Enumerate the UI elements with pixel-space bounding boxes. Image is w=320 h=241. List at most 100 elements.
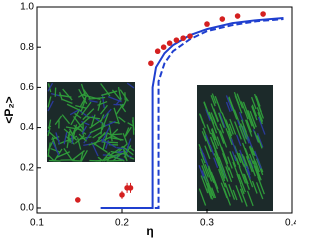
rod xyxy=(89,100,98,103)
rod xyxy=(245,156,253,173)
x-tick-label: 0.1 xyxy=(30,218,44,229)
chart: η <P₂> 0.1 0.2 0.3 0.4 0.0 0.2 0.4 0.6 0.8 1.0 xyxy=(2,2,296,239)
x-tick-label: 0.3 xyxy=(200,218,214,229)
rod xyxy=(63,128,78,141)
rod xyxy=(219,130,228,148)
rod xyxy=(238,173,247,193)
rod xyxy=(229,151,237,167)
rod xyxy=(124,127,130,138)
y-tick-label: 0.4 xyxy=(20,122,34,133)
rod xyxy=(246,119,252,133)
rod xyxy=(47,96,52,108)
rod xyxy=(81,120,90,126)
rod xyxy=(238,165,247,184)
rod xyxy=(205,134,211,145)
rod xyxy=(234,154,239,165)
y-axis-label: <P₂> xyxy=(2,96,16,123)
rod xyxy=(216,136,224,153)
rod xyxy=(253,131,260,143)
data-point xyxy=(180,35,186,41)
data-point xyxy=(160,44,167,50)
rod xyxy=(247,110,256,130)
rod xyxy=(101,126,110,143)
rod xyxy=(112,152,123,162)
rod xyxy=(111,89,121,100)
rod xyxy=(249,110,257,128)
rod xyxy=(198,165,205,179)
rod xyxy=(241,154,248,167)
rod xyxy=(129,156,135,160)
rod xyxy=(99,104,108,115)
rod xyxy=(209,136,217,152)
rod xyxy=(257,116,266,135)
rod xyxy=(199,114,206,129)
rod xyxy=(201,131,207,142)
data-point xyxy=(127,185,134,191)
data-point xyxy=(260,11,266,17)
rod xyxy=(80,150,88,162)
rod xyxy=(47,82,54,92)
rod xyxy=(257,176,265,195)
y-tick-label: 0.6 xyxy=(20,82,34,93)
rod xyxy=(240,101,249,120)
rod xyxy=(62,88,73,101)
rod xyxy=(229,118,237,135)
rod xyxy=(209,144,215,156)
rod xyxy=(104,90,118,96)
rod xyxy=(236,93,244,109)
rod xyxy=(214,95,223,114)
rod xyxy=(241,142,249,159)
rod xyxy=(61,114,71,125)
y-tick-label: 0.0 xyxy=(20,203,34,214)
rod xyxy=(118,116,126,123)
rod xyxy=(254,150,262,169)
rod xyxy=(213,157,219,169)
rod xyxy=(101,141,118,144)
rod xyxy=(47,129,50,133)
rod xyxy=(80,83,86,96)
rod xyxy=(249,145,255,156)
rod xyxy=(239,184,245,195)
rod xyxy=(256,135,263,149)
rod xyxy=(210,129,217,141)
rod xyxy=(93,143,108,153)
rod xyxy=(228,167,234,179)
rod xyxy=(100,122,104,135)
x-tick-label: 0.2 xyxy=(115,218,129,229)
data-point xyxy=(119,192,125,198)
rod xyxy=(47,100,54,112)
rod xyxy=(244,119,253,137)
rod xyxy=(256,133,264,148)
rod xyxy=(200,148,208,164)
data-point xyxy=(166,40,173,46)
rod xyxy=(255,182,264,200)
rod xyxy=(219,123,225,134)
rod xyxy=(47,125,52,129)
rod xyxy=(236,173,242,185)
rod xyxy=(47,154,55,162)
rod xyxy=(211,128,220,147)
rod xyxy=(75,104,87,109)
rod xyxy=(111,133,123,136)
rod xyxy=(71,135,74,144)
rod xyxy=(122,133,128,145)
rod xyxy=(78,88,88,105)
rod xyxy=(57,139,70,145)
data-point xyxy=(75,197,81,203)
rod xyxy=(238,125,247,144)
y-tick-label: 0.8 xyxy=(20,42,34,53)
rod xyxy=(241,119,247,133)
rod xyxy=(59,91,63,101)
x-axis-label: η xyxy=(146,224,153,238)
rod xyxy=(102,108,112,119)
rod xyxy=(210,112,217,126)
rod xyxy=(106,159,123,162)
rod xyxy=(54,115,63,125)
rod xyxy=(228,184,236,200)
rod xyxy=(235,134,242,147)
rod xyxy=(218,168,227,188)
rod xyxy=(100,83,111,97)
rod xyxy=(101,151,111,162)
rod xyxy=(225,128,233,146)
rod xyxy=(111,155,125,162)
